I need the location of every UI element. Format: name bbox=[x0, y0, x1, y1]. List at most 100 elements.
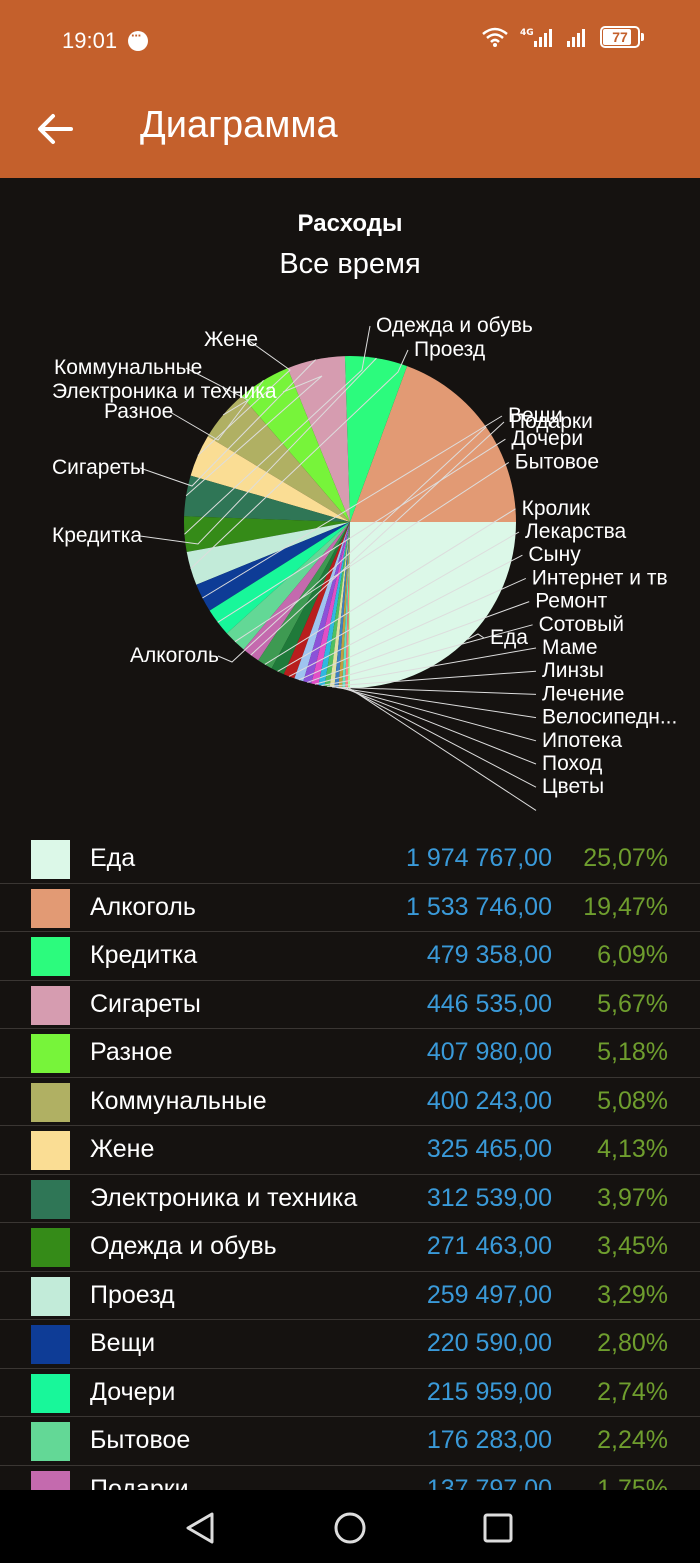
category-amount: 446 535,00 bbox=[426, 989, 552, 1018]
leader-line-6 bbox=[197, 339, 291, 456]
list-item[interactable]: Электроника и техника 312 539,00 3,97% bbox=[0, 1175, 700, 1223]
color-swatch bbox=[31, 985, 70, 1025]
nav-recents-button[interactable] bbox=[478, 1508, 518, 1548]
slice-label-25: Поход bbox=[542, 752, 602, 775]
slice-label-17: Интернет и тв bbox=[532, 566, 668, 589]
list-item[interactable]: Бытовое 176 283,00 2,24% bbox=[0, 1417, 700, 1466]
leader-line-24 bbox=[340, 687, 537, 742]
category-percent: 3,29% bbox=[597, 1280, 668, 1309]
pie-slice-4[interactable] bbox=[241, 368, 350, 522]
pie-slice-18[interactable] bbox=[303, 522, 350, 684]
leader-line-21 bbox=[327, 670, 537, 687]
list-item[interactable]: Дочери 215 959,00 2,74% bbox=[0, 1369, 700, 1417]
slice-label-0: Еда bbox=[490, 626, 528, 649]
list-item[interactable]: Разное 407 980,00 5,18% bbox=[0, 1029, 700, 1078]
list-item[interactable]: Проезд 259 497,00 3,29% bbox=[0, 1272, 700, 1320]
list-item[interactable]: Еда 1 974 767,00 25,07% bbox=[0, 835, 700, 884]
pie-slice-7[interactable] bbox=[184, 475, 350, 522]
color-swatch bbox=[31, 1422, 70, 1461]
pie-slice-25[interactable] bbox=[342, 522, 350, 688]
pie-slice-21[interactable] bbox=[324, 522, 350, 687]
pie-slice-15[interactable] bbox=[271, 522, 350, 675]
system-nav-bar bbox=[0, 1490, 700, 1563]
triangle-back-icon bbox=[186, 1512, 214, 1544]
category-percent: 5,67% bbox=[597, 989, 668, 1018]
list-item[interactable]: Подарки 137 797,00 1,75% bbox=[0, 1466, 700, 1490]
leader-line-7 bbox=[185, 375, 323, 497]
pie-slice-9[interactable] bbox=[186, 522, 350, 585]
color-swatch bbox=[31, 1470, 70, 1490]
leader-line-12 bbox=[234, 461, 510, 643]
nav-home-button[interactable] bbox=[330, 1508, 370, 1548]
slice-label-24: Ипотека bbox=[542, 729, 622, 752]
pie-slice-3[interactable] bbox=[287, 356, 350, 522]
pie-slice-10[interactable] bbox=[196, 522, 350, 611]
pie-slice-13[interactable] bbox=[243, 522, 350, 661]
category-amount: 259 497,00 bbox=[426, 1280, 552, 1309]
nav-back-button[interactable] bbox=[180, 1508, 220, 1548]
color-swatch bbox=[31, 1034, 70, 1073]
leader-line-19 bbox=[314, 624, 533, 685]
leader-line-8 bbox=[184, 325, 371, 535]
list-item[interactable]: Алкоголь 1 533 746,00 19,47% bbox=[0, 884, 700, 932]
pie-slice-27[interactable] bbox=[347, 522, 350, 688]
pie-slice-8[interactable] bbox=[184, 516, 350, 552]
leader-line-25 bbox=[343, 687, 537, 765]
category-name: Бытовое bbox=[90, 1426, 191, 1454]
color-swatch bbox=[31, 937, 70, 976]
square-recents-icon bbox=[483, 1513, 513, 1543]
slice-label-2: Кредитка bbox=[52, 524, 142, 547]
leader-line-0 bbox=[467, 633, 485, 640]
page-title: Диаграмма bbox=[140, 104, 338, 146]
color-swatch bbox=[31, 1228, 70, 1267]
category-percent: 6,09% bbox=[597, 941, 668, 969]
category-list[interactable]: Еда 1 974 767,00 25,07% Алкоголь 1 533 746,0… bbox=[0, 835, 700, 1490]
pie-slice-20[interactable] bbox=[318, 522, 350, 687]
status-bar: 19:01 4G 77 bbox=[0, 0, 700, 80]
pie-slice-17[interactable] bbox=[294, 522, 350, 682]
pie-chart-svg[interactable]: Еда Алкоголь Кредитка Сигареты Разное Коммуна… bbox=[0, 178, 700, 818]
color-swatch bbox=[31, 840, 70, 879]
slice-label-14: Кролик bbox=[522, 497, 591, 520]
pie-slice-16[interactable] bbox=[283, 522, 350, 679]
network-type-label: 4G bbox=[520, 28, 534, 38]
pie-slice-23[interactable] bbox=[334, 522, 350, 688]
list-item[interactable]: Одежда и обувь 271 463,00 3,45% bbox=[0, 1223, 700, 1272]
color-swatch bbox=[31, 1082, 70, 1122]
slice-label-10: Вещи bbox=[508, 404, 563, 427]
leader-line-17 bbox=[298, 577, 527, 681]
wifi-icon bbox=[482, 27, 508, 47]
color-swatch bbox=[31, 1276, 70, 1316]
leader-line-26 bbox=[346, 687, 537, 788]
pie-slice-19[interactable] bbox=[311, 522, 350, 685]
back-button[interactable] bbox=[28, 102, 82, 156]
list-item[interactable]: Кредитка 479 358,00 6,09% bbox=[0, 932, 700, 981]
pie-slice-2[interactable] bbox=[344, 356, 408, 522]
signal-icon bbox=[567, 29, 585, 47]
slice-label-6: Жене bbox=[204, 328, 258, 351]
pie-chart[interactable]: Еда Алкоголь Кредитка Сигареты Разное Коммуна… bbox=[0, 178, 700, 818]
slice-label-13: Подарки bbox=[510, 410, 593, 433]
pie-slice-0[interactable] bbox=[350, 522, 516, 688]
leader-line-22 bbox=[332, 686, 537, 695]
list-item[interactable]: Жене 325 465,00 4,13% bbox=[0, 1126, 700, 1175]
category-amount: 220 590,00 bbox=[426, 1329, 552, 1357]
list-item[interactable]: Коммунальные 400 243,00 5,08% bbox=[0, 1078, 700, 1126]
pie-slice-12[interactable] bbox=[226, 522, 350, 650]
category-amount: 479 358,00 bbox=[426, 941, 552, 969]
slice-label-3: Сигареты bbox=[52, 456, 145, 479]
category-name: Одежда и обувь bbox=[90, 1232, 277, 1260]
category-percent: 2,24% bbox=[597, 1426, 668, 1454]
pie-slice-24[interactable] bbox=[338, 522, 350, 688]
list-item[interactable]: Вещи 220 590,00 2,80% bbox=[0, 1320, 700, 1369]
color-swatch bbox=[31, 1131, 70, 1170]
chat-notification-icon bbox=[128, 28, 148, 51]
pie-slice-6[interactable] bbox=[190, 436, 350, 522]
slice-label-8: Одежда и обувь bbox=[376, 314, 533, 337]
category-name: Жене bbox=[90, 1135, 155, 1163]
pie-slice-22[interactable] bbox=[329, 522, 350, 688]
leader-line-9 bbox=[190, 349, 409, 569]
leader-line-10 bbox=[202, 415, 503, 599]
list-item[interactable]: Сигареты 446 535,00 5,67% bbox=[0, 981, 700, 1029]
category-name: Дочери bbox=[90, 1377, 176, 1406]
